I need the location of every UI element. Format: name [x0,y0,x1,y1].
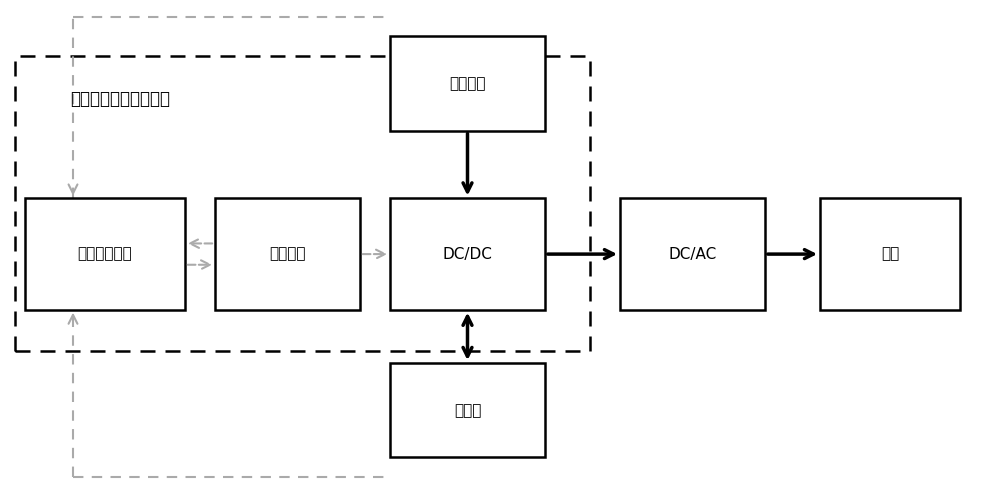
Text: 锂电池: 锂电池 [454,403,481,418]
Text: 负载: 负载 [881,247,899,261]
Text: 复合电源阻抗测量装置: 复合电源阻抗测量装置 [70,90,170,107]
Bar [620,198,765,310]
Bar [25,198,185,310]
Text: DC/AC: DC/AC [668,247,717,261]
Bar [390,363,545,457]
Bar [215,198,360,310]
Bar [820,198,960,310]
Bar [390,198,545,310]
Text: 燃料电池: 燃料电池 [449,76,486,91]
Text: DC/DC: DC/DC [443,247,492,261]
Text: 控制系统: 控制系统 [269,247,306,261]
Text: 信号处理单元: 信号处理单元 [78,247,132,261]
Bar [390,36,545,131]
Bar [15,56,590,351]
